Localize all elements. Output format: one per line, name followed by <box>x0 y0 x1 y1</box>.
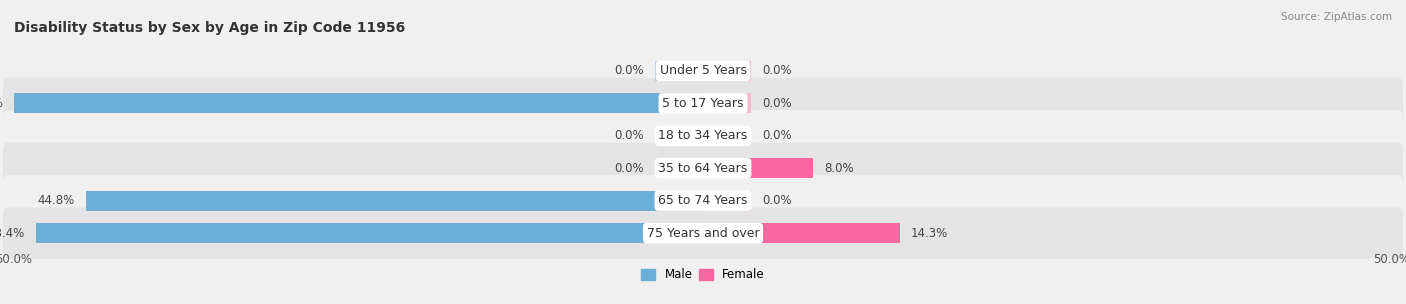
Text: 35 to 64 Years: 35 to 64 Years <box>658 162 748 175</box>
Bar <box>703 191 751 211</box>
Bar <box>703 93 751 113</box>
Bar <box>655 158 703 178</box>
FancyBboxPatch shape <box>3 143 1403 194</box>
Text: 8.0%: 8.0% <box>824 162 853 175</box>
Bar <box>703 126 751 146</box>
Text: 48.4%: 48.4% <box>0 226 25 240</box>
Text: 5 to 17 Years: 5 to 17 Years <box>662 97 744 110</box>
Text: 0.0%: 0.0% <box>762 64 792 78</box>
FancyBboxPatch shape <box>3 175 1403 226</box>
Bar <box>703 223 900 243</box>
Bar <box>86 191 703 211</box>
Text: 44.8%: 44.8% <box>38 194 75 207</box>
Text: Source: ZipAtlas.com: Source: ZipAtlas.com <box>1281 12 1392 22</box>
Text: 0.0%: 0.0% <box>614 64 644 78</box>
FancyBboxPatch shape <box>3 45 1403 97</box>
Text: Under 5 Years: Under 5 Years <box>659 64 747 78</box>
Text: 14.3%: 14.3% <box>911 226 948 240</box>
Text: Disability Status by Sex by Age in Zip Code 11956: Disability Status by Sex by Age in Zip C… <box>14 21 405 35</box>
Text: 0.0%: 0.0% <box>762 97 792 110</box>
FancyBboxPatch shape <box>3 78 1403 129</box>
Text: 18 to 34 Years: 18 to 34 Years <box>658 129 748 142</box>
Text: 50.0%: 50.0% <box>0 97 3 110</box>
Text: 65 to 74 Years: 65 to 74 Years <box>658 194 748 207</box>
Bar <box>703 61 751 81</box>
Bar <box>37 223 703 243</box>
Text: 0.0%: 0.0% <box>614 162 644 175</box>
Text: 0.0%: 0.0% <box>614 129 644 142</box>
Text: 75 Years and over: 75 Years and over <box>647 226 759 240</box>
FancyBboxPatch shape <box>3 110 1403 161</box>
Text: 0.0%: 0.0% <box>762 129 792 142</box>
Bar <box>703 158 813 178</box>
Text: 0.0%: 0.0% <box>762 194 792 207</box>
Legend: Male, Female: Male, Female <box>637 264 769 286</box>
Bar <box>655 61 703 81</box>
Bar <box>655 126 703 146</box>
FancyBboxPatch shape <box>3 207 1403 259</box>
Bar <box>14 93 703 113</box>
